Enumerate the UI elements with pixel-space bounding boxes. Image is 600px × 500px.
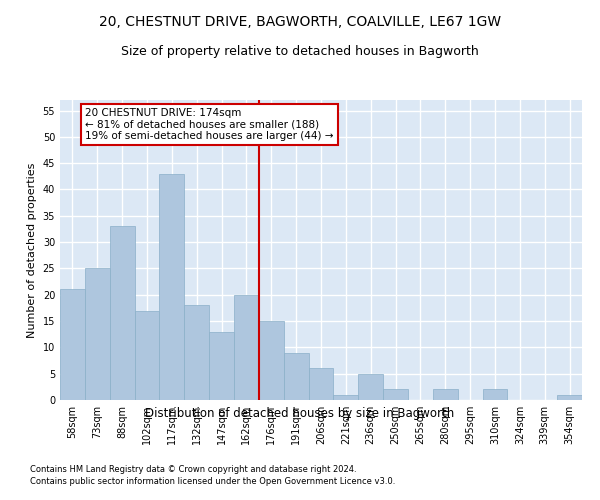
Bar xyxy=(259,321,284,400)
Bar xyxy=(234,294,259,400)
Bar xyxy=(184,306,209,400)
Text: 20 CHESTNUT DRIVE: 174sqm
← 81% of detached houses are smaller (188)
19% of semi: 20 CHESTNUT DRIVE: 174sqm ← 81% of detac… xyxy=(85,108,334,141)
Text: 20, CHESTNUT DRIVE, BAGWORTH, COALVILLE, LE67 1GW: 20, CHESTNUT DRIVE, BAGWORTH, COALVILLE,… xyxy=(99,15,501,29)
Bar xyxy=(85,268,110,400)
Bar xyxy=(110,226,134,400)
Text: Contains HM Land Registry data © Crown copyright and database right 2024.: Contains HM Land Registry data © Crown c… xyxy=(30,465,356,474)
Bar xyxy=(284,352,308,400)
Bar xyxy=(433,390,458,400)
Bar xyxy=(557,394,582,400)
Bar xyxy=(308,368,334,400)
Bar xyxy=(160,174,184,400)
Text: Contains public sector information licensed under the Open Government Licence v3: Contains public sector information licen… xyxy=(30,478,395,486)
Bar xyxy=(134,310,160,400)
Bar xyxy=(383,390,408,400)
Y-axis label: Number of detached properties: Number of detached properties xyxy=(27,162,37,338)
Bar xyxy=(209,332,234,400)
Bar xyxy=(60,290,85,400)
Bar xyxy=(334,394,358,400)
Bar xyxy=(482,390,508,400)
Bar xyxy=(358,374,383,400)
Text: Size of property relative to detached houses in Bagworth: Size of property relative to detached ho… xyxy=(121,45,479,58)
Text: Distribution of detached houses by size in Bagworth: Distribution of detached houses by size … xyxy=(145,408,455,420)
